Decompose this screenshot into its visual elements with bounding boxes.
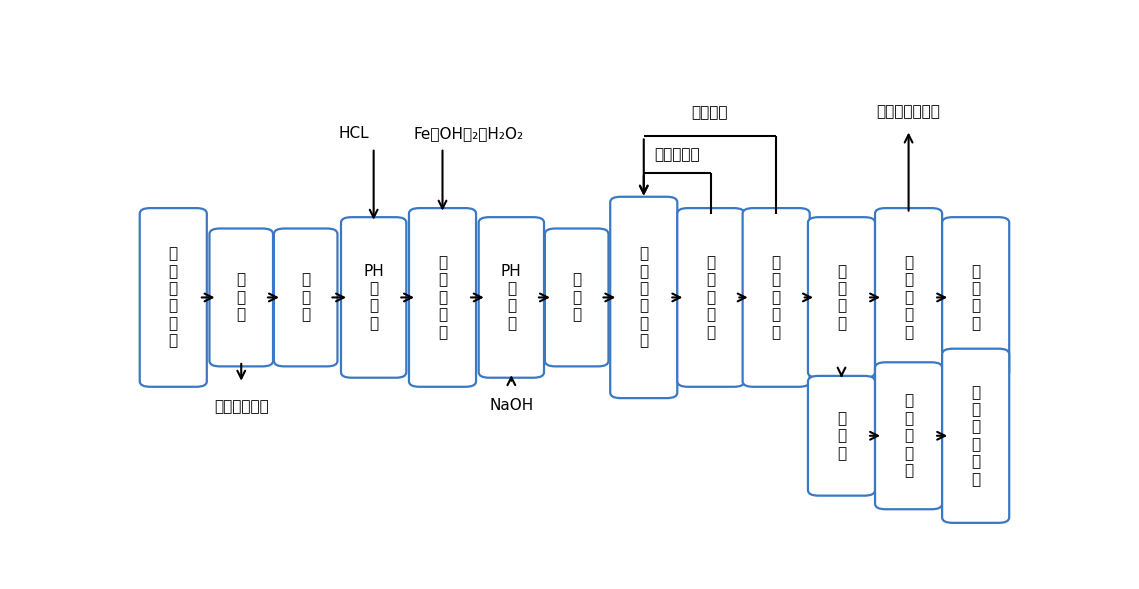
Text: 接
触
氧
化
池: 接 触 氧 化 池 (706, 255, 715, 340)
FancyBboxPatch shape (140, 208, 207, 387)
Text: 污
泥
池: 污 泥 池 (837, 411, 846, 461)
Text: 污
水
收
集
管
网: 污 水 收 集 管 网 (169, 246, 178, 349)
Text: PH
调
节
池: PH 调 节 池 (363, 264, 384, 331)
FancyBboxPatch shape (678, 208, 745, 387)
FancyBboxPatch shape (942, 349, 1009, 523)
FancyBboxPatch shape (611, 197, 678, 398)
Text: 硝化液反流: 硝化液反流 (655, 147, 700, 162)
Text: 污泥回流: 污泥回流 (691, 105, 728, 120)
Text: 泥
饼
外
运
处
理: 泥 饼 外 运 处 理 (972, 385, 981, 487)
Text: 中
间
水
池: 中 间 水 池 (837, 264, 846, 331)
FancyBboxPatch shape (743, 208, 810, 387)
Text: PH
调
节
池: PH 调 节 池 (501, 264, 522, 331)
FancyBboxPatch shape (341, 217, 407, 378)
FancyBboxPatch shape (210, 229, 273, 366)
FancyBboxPatch shape (808, 376, 875, 495)
FancyBboxPatch shape (273, 229, 337, 366)
FancyBboxPatch shape (544, 229, 608, 366)
Text: 反洗水至格栅井: 反洗水至格栅井 (877, 104, 941, 119)
Text: 调
节
池: 调 节 池 (301, 273, 310, 322)
Text: 栅渣定期清理: 栅渣定期清理 (214, 399, 269, 414)
Text: 缺
氧
反
硝
化
池: 缺 氧 反 硝 化 池 (639, 246, 648, 349)
FancyBboxPatch shape (942, 217, 1009, 378)
FancyBboxPatch shape (409, 208, 476, 387)
Text: 厢
式
压
滤
机: 厢 式 压 滤 机 (904, 393, 913, 478)
FancyBboxPatch shape (478, 217, 544, 378)
Text: 多
介
质
过
滤: 多 介 质 过 滤 (904, 255, 913, 340)
FancyBboxPatch shape (875, 362, 942, 509)
Text: HCL: HCL (338, 126, 369, 141)
Text: 达
标
排
放: 达 标 排 放 (972, 264, 981, 331)
Text: 厌
氧
池: 厌 氧 池 (572, 273, 581, 322)
Text: 格
栅
井: 格 栅 井 (237, 273, 246, 322)
Text: 斜
管
沉
淀
池: 斜 管 沉 淀 池 (771, 255, 780, 340)
Text: Fe（OH）₂、H₂O₂: Fe（OH）₂、H₂O₂ (413, 126, 524, 141)
Text: NaOH: NaOH (490, 398, 533, 413)
FancyBboxPatch shape (875, 208, 942, 387)
FancyBboxPatch shape (808, 217, 875, 378)
Text: 芬
顿
反
应
池: 芬 顿 反 应 池 (437, 255, 448, 340)
